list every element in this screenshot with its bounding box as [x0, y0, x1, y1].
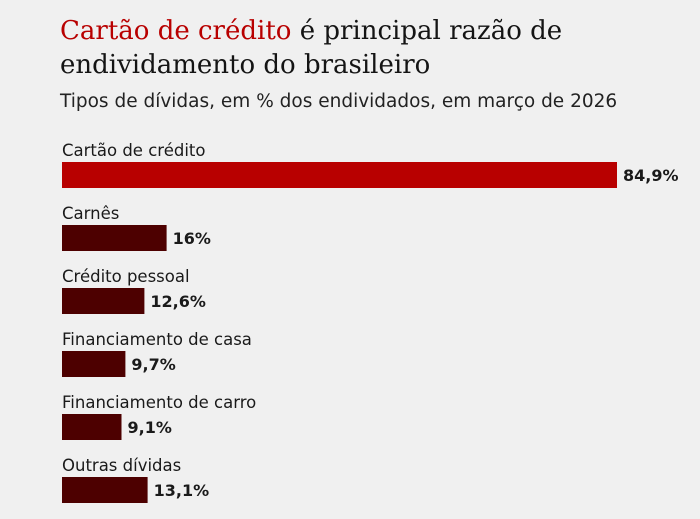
category-label: Financiamento de casa	[62, 330, 252, 349]
value-label: 12,6%	[150, 292, 206, 311]
bar	[62, 351, 126, 377]
bar	[62, 477, 148, 503]
bar	[62, 288, 145, 314]
category-label: Crédito pessoal	[62, 267, 190, 286]
bar	[62, 225, 167, 251]
value-label: 84,9%	[623, 166, 679, 185]
category-label: Carnês	[62, 204, 119, 223]
value-label: 16%	[173, 229, 211, 248]
chart-title-highlight: Cartão de crédito	[60, 16, 292, 46]
chart-title: Cartão de crédito é principal razão de e…	[60, 14, 680, 82]
category-label: Outras dívidas	[62, 456, 181, 475]
value-label: 9,7%	[131, 355, 175, 374]
value-label: 9,1%	[128, 418, 172, 437]
value-label: 13,1%	[154, 481, 210, 500]
bar	[62, 162, 617, 188]
chart-title-rest: é principal razão de endividamento do br…	[60, 16, 563, 80]
chart-subtitle: Tipos de dívidas, em % dos endividados, …	[60, 91, 618, 112]
category-label: Financiamento de carro	[62, 393, 256, 412]
category-label: Cartão de crédito	[62, 141, 205, 160]
bar	[62, 414, 122, 440]
